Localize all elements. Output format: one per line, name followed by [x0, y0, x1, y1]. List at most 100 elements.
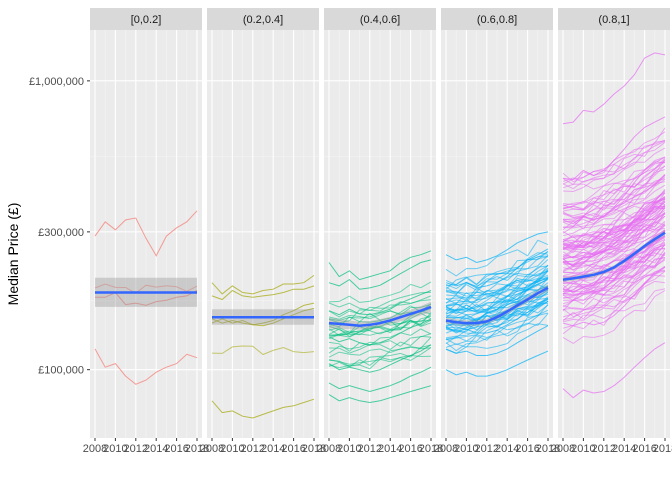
x-tick-label: 2016 — [632, 443, 656, 455]
series-line — [562, 290, 666, 344]
x-tick-label: 2008 — [317, 443, 341, 455]
x-tick-label: 2008 — [200, 443, 224, 455]
series-line — [328, 259, 432, 290]
series-line — [328, 335, 432, 354]
series-line — [445, 270, 549, 311]
series-line — [211, 345, 315, 356]
series-line — [562, 139, 666, 185]
series-line — [562, 259, 666, 312]
x-tick-label: 2018 — [302, 443, 326, 455]
series-line — [562, 161, 666, 211]
facet-panels: [0,0.2]200820102012201420162018(0.2,0.4]… — [83, 8, 672, 455]
x-tick-label: 2012 — [592, 443, 616, 455]
series-line — [562, 157, 666, 206]
smooth-trend-line — [445, 286, 549, 325]
confidence-band — [563, 230, 665, 283]
x-tick-label: 2012 — [241, 443, 265, 455]
series-lines — [328, 250, 432, 404]
series-line — [562, 270, 666, 318]
series-line — [328, 250, 432, 281]
facet-strip — [558, 8, 670, 30]
x-tick-label: 2014 — [612, 443, 636, 455]
series-line — [328, 310, 432, 334]
smooth-trend-line — [562, 231, 666, 281]
facet-strip-label: (0.8,1] — [598, 14, 629, 26]
series-line — [328, 385, 432, 404]
series-line — [328, 366, 432, 393]
series-line — [328, 333, 432, 354]
smooth-trend-line — [328, 305, 432, 327]
series-line — [445, 279, 549, 313]
series-line — [562, 184, 666, 234]
series-line — [562, 169, 666, 219]
series-line — [562, 195, 666, 247]
confidence-band — [329, 301, 431, 330]
series-line — [562, 274, 666, 323]
series-line — [94, 283, 198, 294]
series-line — [562, 173, 666, 225]
series-lines — [562, 52, 666, 399]
series-line — [562, 116, 666, 181]
facet-strip-label: [0,0.2] — [131, 14, 162, 26]
series-line — [445, 231, 549, 264]
x-tick-label: 2008 — [83, 443, 107, 455]
x-tick-label: 2008 — [551, 443, 575, 455]
series-lines — [211, 274, 315, 419]
series-line — [562, 244, 666, 294]
x-tick-label: 2010 — [571, 443, 595, 455]
x-tick-label: 2018 — [536, 443, 560, 455]
series-line — [445, 304, 549, 346]
series-line — [445, 285, 549, 323]
series-line — [562, 206, 666, 259]
series-line — [445, 323, 549, 354]
series-line — [562, 127, 666, 183]
series-line — [445, 251, 549, 287]
series-line — [445, 325, 549, 356]
series-line — [445, 301, 549, 341]
series-line — [211, 285, 315, 301]
series-line — [328, 290, 432, 316]
series-line — [445, 289, 549, 325]
series-line — [328, 336, 432, 358]
series-line — [562, 342, 666, 399]
y-tick-label: £1,000,000 — [29, 76, 84, 88]
series-line — [445, 309, 549, 345]
x-tick-label: 2018 — [653, 443, 672, 455]
series-line — [562, 198, 666, 245]
series-line — [328, 344, 432, 373]
series-line — [562, 222, 666, 273]
x-tick-label: 2010 — [454, 443, 478, 455]
series-line — [562, 253, 666, 301]
facet-strip — [324, 8, 436, 30]
series-line — [94, 210, 198, 257]
series-line — [328, 303, 432, 320]
series-line — [562, 159, 666, 212]
facet-strip — [90, 8, 202, 30]
x-tick-label: 2018 — [419, 443, 443, 455]
series-line — [445, 256, 549, 295]
series-line — [211, 307, 315, 327]
x-tick-label: 2010 — [337, 443, 361, 455]
series-line — [562, 156, 666, 207]
x-tick-label: 2014 — [144, 443, 168, 455]
y-tick-label: £100,000 — [38, 365, 84, 377]
series-line — [562, 224, 666, 265]
series-line — [445, 255, 549, 290]
series-line — [562, 280, 666, 329]
series-line — [328, 347, 432, 368]
series-line — [562, 197, 666, 250]
x-tick-label: 2018 — [185, 443, 209, 455]
series-lines — [94, 210, 198, 385]
series-line — [563, 248, 666, 294]
series-line — [445, 248, 549, 289]
series-line — [445, 313, 549, 352]
series-line — [562, 288, 666, 335]
y-axis-title: Median Price (£) — [5, 203, 21, 306]
series-line — [445, 277, 549, 317]
series-line — [562, 141, 666, 190]
series-line — [445, 269, 549, 304]
series-line — [562, 161, 666, 210]
